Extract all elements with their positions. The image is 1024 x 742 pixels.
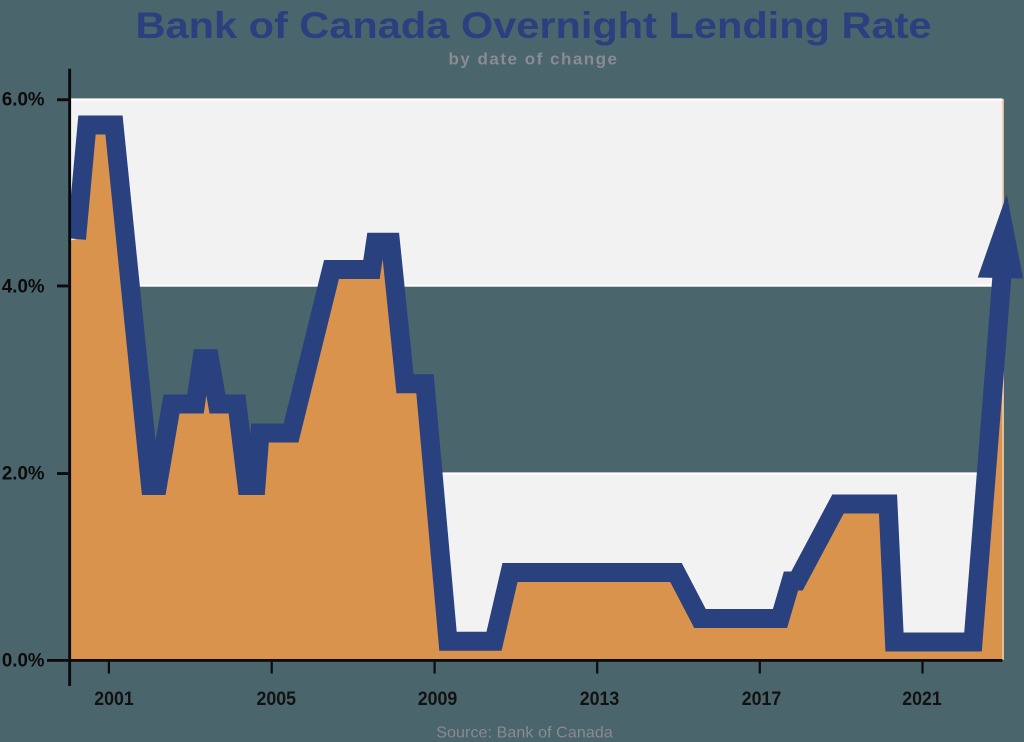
svg-text:0.0%: 0.0% — [2, 651, 45, 672]
svg-text:2001: 2001 — [94, 689, 134, 710]
svg-text:2013: 2013 — [580, 689, 620, 710]
svg-text:Bank of Canada Overnight Lendi: Bank of Canada Overnight Lending Rate — [136, 4, 932, 46]
svg-text:6.0%: 6.0% — [2, 89, 45, 110]
svg-text:2017: 2017 — [742, 689, 782, 710]
svg-text:2009: 2009 — [418, 689, 458, 710]
svg-text:Source: Bank of Canada: Source: Bank of Canada — [436, 724, 613, 741]
svg-text:4.0%: 4.0% — [2, 276, 45, 297]
svg-text:2.0%: 2.0% — [2, 464, 45, 485]
svg-text:by date of change: by date of change — [448, 50, 618, 69]
svg-text:2005: 2005 — [257, 689, 297, 710]
svg-text:2021: 2021 — [902, 689, 942, 710]
